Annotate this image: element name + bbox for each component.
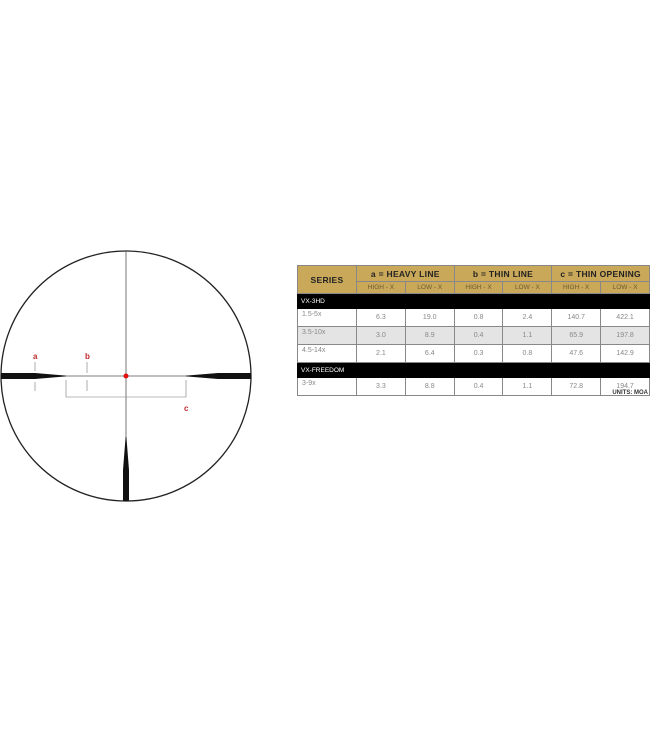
subheader: HIGH - X xyxy=(551,281,602,294)
center-red-dot xyxy=(123,373,129,379)
subheader: LOW - X xyxy=(600,281,650,294)
value-cell: 194.7 xyxy=(600,377,650,396)
left-heavy-post xyxy=(1,373,66,379)
table-row: 3.5-10x 3.0 8.9 0.4 1.1 65.9 197.8 xyxy=(297,326,650,345)
bottom-heavy-post xyxy=(123,437,129,501)
value-cell: 3.0 xyxy=(356,326,406,345)
value-cell: 2.4 xyxy=(502,308,553,327)
value-cell: 0.4 xyxy=(453,326,504,345)
subtension-table: SERIES a = HEAVY LINE b = THIN LINE c = … xyxy=(297,265,650,396)
value-cell: 0.4 xyxy=(453,377,504,396)
value-cell: 140.7 xyxy=(551,308,602,327)
series-header: SERIES xyxy=(297,265,357,294)
value-cell: 1.1 xyxy=(502,377,553,396)
value-cell: 197.8 xyxy=(600,326,650,345)
group-header: b = THIN LINE xyxy=(453,265,553,282)
value-cell: 72.8 xyxy=(551,377,602,396)
value-cell: 8.8 xyxy=(404,377,455,396)
series-cell: 4.5-14x xyxy=(297,344,357,363)
group-header: c = THIN OPENING xyxy=(551,265,650,282)
value-cell: 65.9 xyxy=(551,326,602,345)
value-cell: 8.9 xyxy=(404,326,455,345)
group-header: a = HEAVY LINE xyxy=(356,265,455,282)
value-cell: 6.4 xyxy=(404,344,455,363)
value-cell: 1.1 xyxy=(502,326,553,345)
label-c: c xyxy=(184,404,189,413)
subheader: HIGH - X xyxy=(356,281,406,294)
dimension-markers xyxy=(34,362,187,398)
subheader: HIGH - X xyxy=(453,281,504,294)
section-header: VX-FREEDOM xyxy=(297,362,650,378)
series-cell: 1.5-5x xyxy=(297,308,357,327)
subheader: LOW - X xyxy=(404,281,455,294)
value-cell: 47.6 xyxy=(551,344,602,363)
value-cell: 19.0 xyxy=(404,308,455,327)
subheader: LOW - X xyxy=(502,281,553,294)
units-note: UNITS: MOA xyxy=(612,390,648,396)
value-cell: 0.8 xyxy=(453,308,504,327)
reticle-diagram: a b c xyxy=(0,250,252,502)
series-cell: 3-9x xyxy=(297,377,357,396)
value-cell: 142.9 xyxy=(600,344,650,363)
table-row: 4.5-14x 2.1 6.4 0.3 0.8 47.6 142.9 xyxy=(297,344,650,363)
series-cell: 3.5-10x xyxy=(297,326,357,345)
right-heavy-post xyxy=(186,373,251,379)
label-a: a xyxy=(33,352,38,361)
table-row: 1.5-5x 6.3 19.0 0.8 2.4 140.7 422.1 xyxy=(297,308,650,327)
value-cell: 3.3 xyxy=(356,377,406,396)
section-header: VX-3HD xyxy=(297,293,650,309)
value-cell: 0.8 xyxy=(502,344,553,363)
value-cell: 6.3 xyxy=(356,308,406,327)
table-row: 3-9x 3.3 8.8 0.4 1.1 72.8 194.7 xyxy=(297,377,650,396)
value-cell: 2.1 xyxy=(356,344,406,363)
value-cell: 422.1 xyxy=(600,308,650,327)
label-b: b xyxy=(85,352,90,361)
value-cell: 0.3 xyxy=(453,344,504,363)
